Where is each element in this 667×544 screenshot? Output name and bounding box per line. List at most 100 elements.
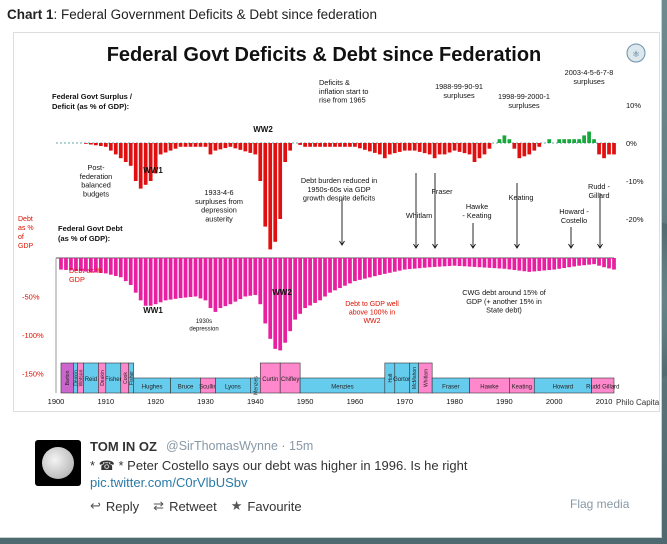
arrow-rudd-head: [597, 243, 603, 249]
deficit-bar: [447, 143, 452, 153]
debt-bar: [253, 258, 258, 295]
debt-bar: [492, 258, 497, 269]
deficit-bar: [278, 143, 283, 219]
pm-box-label: Fraser: [442, 385, 459, 391]
debt-bar: [118, 258, 123, 278]
annotation-depression: surpluses from: [195, 197, 243, 206]
x-tick-label: 2010: [596, 397, 613, 406]
pm-box-label: McMahon: [412, 367, 418, 389]
source-label: Philo Capital: [616, 398, 659, 407]
debt-bar: [363, 258, 367, 279]
arrow-whitlam-head: [413, 243, 419, 249]
annotation-debt-burden: growth despite deficits: [303, 194, 376, 203]
deficit-bar: [382, 143, 387, 159]
debt-bar: [602, 258, 606, 268]
annotation-debt-100: Debt to GDP well: [345, 301, 399, 308]
deficit-bar: [288, 143, 293, 151]
deficit-bar: [368, 143, 372, 152]
bottom-tick-label: -100%: [22, 331, 44, 340]
debt-bar: [417, 258, 422, 269]
reply-icon: ↩: [90, 498, 101, 513]
reply-button[interactable]: ↩ Reply: [90, 498, 139, 514]
top-axis-label: Deficit (as % of GDP):: [52, 102, 129, 111]
deficit-bar: [183, 143, 188, 147]
deficit-bar: [258, 143, 263, 181]
debt-bar: [407, 258, 412, 270]
annotation-howard: Costello: [561, 216, 587, 225]
deficit-bar: [348, 143, 352, 147]
pm-box-label: Reid: [85, 377, 97, 383]
annotation-keating: Keating: [509, 193, 534, 202]
tweet: TOM IN OZ @SirThomasWynne · 15m * ☎ * Pe…: [0, 425, 661, 537]
annotation-debt-as-pct: Debt as %: [69, 266, 103, 275]
pm-box-label: Scullin: [199, 385, 217, 391]
annotation-depression: 1933-4-6: [204, 188, 233, 197]
annotation-post-federation: balanced: [81, 181, 111, 190]
deficit-bar: [228, 143, 233, 147]
deficit-bar: [98, 143, 103, 147]
debt-bar: [397, 258, 402, 271]
tweet-media-link[interactable]: pic.twitter.com/C0rVlbUSbv: [90, 475, 248, 490]
chart-header-title: : Federal Government Deficits & Debt sin…: [53, 7, 377, 22]
debt-bar: [198, 258, 203, 299]
pm-box-label: Lyons: [225, 385, 241, 391]
bottom-tick-label: -50%: [22, 293, 40, 302]
deficit-bar: [432, 143, 437, 159]
top-axis-label: Federal Govt Surplus /: [52, 92, 133, 101]
debt-bar: [143, 258, 148, 306]
debt-bar: [84, 258, 88, 272]
debt-bar: [368, 258, 372, 278]
pm-box-label: Holt: [388, 373, 394, 383]
avatar[interactable]: [35, 440, 81, 486]
deficit-bar: [512, 143, 517, 149]
debt-bar: [168, 258, 173, 300]
deficit-bar: [363, 143, 367, 150]
deficit-bar: [567, 139, 572, 143]
debt-bar: [402, 258, 407, 270]
debt-bar: [248, 258, 253, 296]
deficit-bar: [462, 143, 467, 154]
annotation-debt-100: above 100% in: [349, 310, 395, 317]
debt-bar: [59, 258, 63, 270]
debt-bar: [502, 258, 507, 269]
debt-bar: [183, 258, 188, 298]
debt-bar: [422, 258, 427, 268]
debt-bar: [158, 258, 163, 303]
bottom-axis-label: (as % of GDP):: [58, 234, 110, 243]
deficit-bar: [417, 143, 422, 152]
x-tick-label: 1910: [97, 397, 114, 406]
debt-bar: [313, 258, 317, 303]
chart-image[interactable]: Federal Govt Deficits & Debt since Feder…: [13, 32, 661, 412]
deficit-bar: [442, 143, 447, 155]
pm-box: [591, 377, 615, 394]
deficit-bar: [487, 143, 492, 149]
debt-bar: [258, 258, 263, 305]
chart-header: Chart 1: Federal Government Deficits & D…: [7, 7, 377, 22]
debt-bar: [308, 258, 312, 306]
debt-bar: [487, 258, 492, 268]
deficit-bar: [103, 143, 108, 147]
deficit-bar: [203, 143, 208, 147]
favourite-button[interactable]: ★ Favourite: [231, 498, 302, 514]
logo: ⚛: [626, 43, 646, 63]
deficit-bar: [168, 143, 173, 151]
deficit-bar: [213, 143, 218, 151]
deficit-bar: [243, 143, 248, 152]
annotation-cwg: CWG debt around 15% of: [462, 288, 547, 297]
retweet-button[interactable]: ⇄ Retweet: [153, 498, 217, 514]
tweet-author-handle[interactable]: @SirThomasWynne · 15m: [166, 439, 314, 453]
deficit-bar: [592, 139, 596, 143]
deficit-bar: [587, 131, 591, 143]
deficit-bar: [343, 143, 347, 147]
debt-bar: [268, 258, 273, 339]
flag-media-link[interactable]: Flag media: [570, 497, 630, 511]
debt-bar: [273, 258, 278, 349]
x-tick-label: 1960: [347, 397, 364, 406]
arrow-fraser-head: [432, 243, 438, 249]
debt-bar: [353, 258, 357, 282]
debt-bar: [303, 258, 307, 309]
tweet-author-name[interactable]: TOM IN OZ: [90, 439, 157, 454]
deficit-bar: [527, 143, 532, 155]
deficit-bar: [283, 143, 288, 162]
